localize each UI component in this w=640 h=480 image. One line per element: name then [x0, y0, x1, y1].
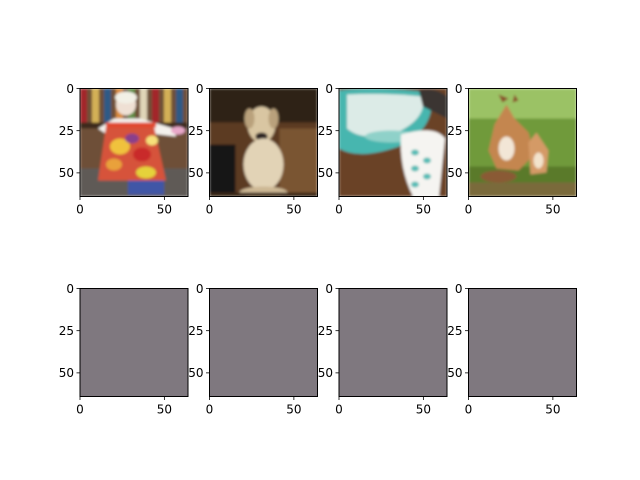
x-tick-label: 50: [157, 203, 172, 217]
image-panel: 0 25 50 0 50: [59, 282, 189, 417]
y-tick-label: 0: [455, 82, 463, 96]
y-tick-label: 0: [66, 282, 74, 296]
y-tick-label: 0: [66, 82, 74, 96]
y-tick-label: 50: [318, 166, 333, 180]
x-tick-label: 0: [465, 403, 473, 417]
y-tick-label: 50: [318, 366, 333, 380]
image-panel: 0 25 50 0 50: [447, 82, 577, 217]
axes-frame: [338, 288, 448, 397]
y-tick-label: 0: [196, 282, 204, 296]
image-content: [80, 288, 188, 397]
axes-frame: [468, 88, 577, 197]
x-tick-label: 0: [206, 403, 214, 417]
y-tick-label: 50: [59, 366, 74, 380]
x-tick-label: 50: [286, 203, 301, 217]
y-tick-label: 50: [447, 166, 462, 180]
x-tick-label: 0: [76, 203, 84, 217]
axes-frame: [79, 288, 189, 397]
axes-frame: [209, 88, 318, 197]
x-tick-label: 50: [545, 403, 560, 417]
image-content: [468, 288, 577, 397]
x-tick-label: 50: [416, 203, 431, 217]
y-tick-label: 25: [318, 124, 333, 138]
y-tick-label: 25: [188, 324, 203, 338]
y-tick-label: 0: [325, 282, 333, 296]
image-content: [209, 288, 318, 397]
x-tick-label: 50: [545, 203, 560, 217]
image-content: [339, 88, 447, 197]
y-tick-label: 25: [447, 124, 462, 138]
image-panel: 0 25 50 0 50: [188, 282, 318, 417]
x-tick-label: 0: [206, 203, 214, 217]
image-content: [80, 88, 188, 197]
x-tick-label: 50: [157, 403, 172, 417]
x-tick-label: 50: [286, 403, 301, 417]
y-tick-label: 0: [325, 82, 333, 96]
image-panel: 0 25 50 0 50: [318, 282, 448, 417]
image-panel: 0 25 50 0 50: [447, 282, 577, 417]
y-tick-label: 25: [447, 324, 462, 338]
axes-frame: [468, 288, 577, 397]
y-tick-label: 50: [59, 166, 74, 180]
axes-frame: [209, 288, 318, 397]
x-tick-label: 0: [335, 403, 343, 417]
image-panel: 0 25 50 0 50: [318, 82, 448, 217]
x-tick-label: 0: [76, 403, 84, 417]
y-tick-label: 0: [455, 282, 463, 296]
y-tick-label: 25: [59, 124, 74, 138]
y-tick-label: 0: [196, 82, 204, 96]
image-panel: 0 25 50 0 50: [188, 82, 318, 217]
y-tick-label: 50: [188, 366, 203, 380]
y-tick-label: 25: [188, 124, 203, 138]
image-content: [209, 88, 318, 197]
image-content: [339, 288, 447, 397]
x-tick-label: 0: [335, 203, 343, 217]
x-tick-label: 0: [465, 203, 473, 217]
x-tick-label: 50: [416, 403, 431, 417]
y-tick-label: 25: [59, 324, 74, 338]
axes-frame: [79, 88, 189, 197]
image-content: [468, 88, 577, 197]
y-tick-label: 25: [318, 324, 333, 338]
axes-frame: [338, 88, 448, 197]
y-tick-label: 50: [188, 166, 203, 180]
y-tick-label: 50: [447, 366, 462, 380]
image-panel: 0 25 50 0 50: [59, 82, 189, 217]
